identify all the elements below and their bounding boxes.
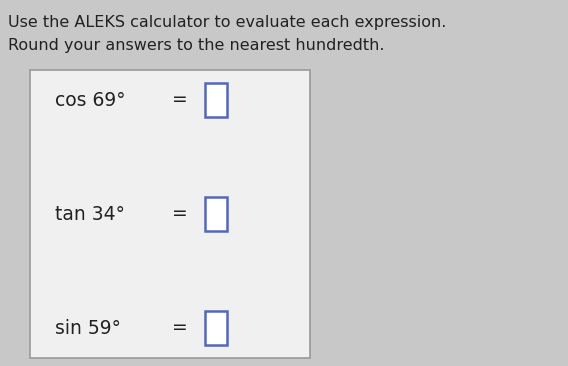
FancyBboxPatch shape: [30, 70, 310, 358]
Text: Use the ALEKS calculator to evaluate each expression.: Use the ALEKS calculator to evaluate eac…: [8, 15, 446, 30]
FancyBboxPatch shape: [205, 83, 227, 117]
FancyBboxPatch shape: [205, 197, 227, 231]
Text: =: =: [172, 318, 188, 337]
FancyBboxPatch shape: [205, 311, 227, 345]
Text: =: =: [172, 90, 188, 109]
Text: cos 69°: cos 69°: [55, 90, 126, 109]
Text: Round your answers to the nearest hundredth.: Round your answers to the nearest hundre…: [8, 38, 385, 53]
Text: tan 34°: tan 34°: [55, 205, 125, 224]
Text: sin 59°: sin 59°: [55, 318, 121, 337]
Text: =: =: [172, 205, 188, 224]
